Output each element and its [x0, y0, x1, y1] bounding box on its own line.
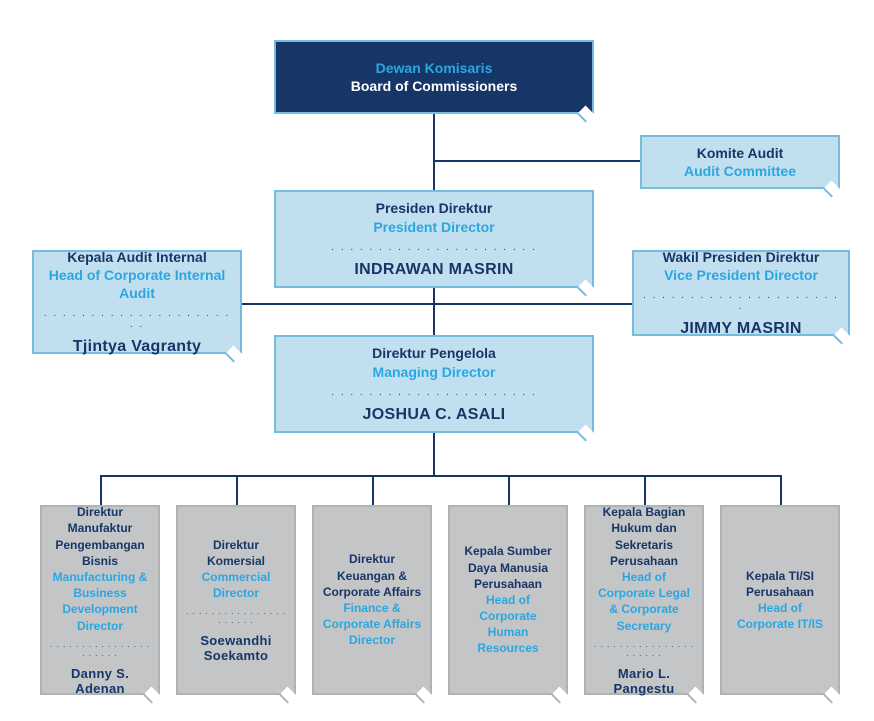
- title-id: Direktur Pengelola: [284, 344, 584, 362]
- title-en: Head of Corporate Internal Audit: [42, 266, 232, 302]
- conn: [433, 303, 632, 305]
- title-id: Kepala TI/SI Perusahaan: [730, 568, 830, 600]
- conn: [372, 475, 374, 505]
- node-bottom-item: Kepala Sumber Daya Manusia PerusahaanHea…: [448, 505, 568, 695]
- conn: [433, 288, 435, 335]
- dots: . . . . . . . . . . . . . . . . . . . . …: [284, 387, 584, 398]
- node-bottom-item: Direktur KomersialCommercial Director . .…: [176, 505, 296, 695]
- conn: [780, 475, 782, 505]
- notch: [415, 687, 432, 704]
- title-en: Vice President Director: [642, 266, 840, 284]
- title-en: Managing Director: [284, 363, 584, 381]
- name: JOSHUA C. ASALI: [284, 406, 584, 424]
- title-en: President Director: [284, 218, 584, 236]
- dots: . . . . . . . . . . . . . . . . . . . . …: [50, 640, 150, 658]
- conn: [100, 475, 780, 477]
- conn: [242, 303, 434, 305]
- conn: [508, 475, 510, 505]
- title-id: Direktur Manufaktur Pengembangan Bisnis: [50, 504, 150, 569]
- name: Mario L. Pangestu: [594, 666, 694, 696]
- notch: [577, 280, 594, 297]
- title-id: Dewan Komisaris: [284, 59, 584, 77]
- node-bottom-item: Direktur Manufaktur Pengembangan BisnisM…: [40, 505, 160, 695]
- notch: [577, 106, 594, 123]
- conn: [433, 114, 435, 190]
- dots: . . . . . . . . . . . . . . . . . . . . …: [642, 290, 840, 312]
- title-en: Head of Corporate Legal & Corporate Secr…: [594, 569, 694, 634]
- title-en: Board of Commissioners: [284, 77, 584, 95]
- notch: [279, 687, 296, 704]
- node-bottom-item: Direktur Keuangan & Corporate AffairsFin…: [312, 505, 432, 695]
- title-id: Presiden Direktur: [284, 199, 584, 217]
- name: JIMMY MASRIN: [642, 320, 840, 338]
- title-id: Kepala Sumber Daya Manusia Perusahaan: [458, 543, 558, 592]
- title-id: Direktur Keuangan & Corporate Affairs: [322, 551, 422, 600]
- node-bottom-item: Kepala TI/SI PerusahaanHead of Corporate…: [720, 505, 840, 695]
- title-id: Kepala Bagian Hukum dan Sekretaris Perus…: [594, 504, 694, 569]
- name: Soewandhi Soekamto: [186, 633, 286, 663]
- title-en: Commercial Director: [186, 569, 286, 601]
- name: INDRAWAN MASRIN: [284, 261, 584, 279]
- node-president-director: Presiden Direktur President Director . .…: [274, 190, 594, 288]
- title-id: Wakil Presiden Direktur: [642, 248, 840, 266]
- conn: [433, 160, 640, 162]
- name: Tjintya Vagranty: [42, 338, 232, 356]
- conn: [236, 475, 238, 505]
- node-vp-director: Wakil Presiden Direktur Vice President D…: [632, 250, 850, 336]
- title-en: Manufacturing & Business Development Dir…: [50, 569, 150, 634]
- title-id: Kepala Audit Internal: [42, 248, 232, 266]
- conn: [100, 475, 102, 505]
- name: Danny S. Adenan: [50, 666, 150, 696]
- node-internal-audit: Kepala Audit Internal Head of Corporate …: [32, 250, 242, 354]
- title-en: Head of Corporate Human Resources: [458, 592, 558, 657]
- dots: . . . . . . . . . . . . . . . . . . . . …: [42, 308, 232, 330]
- dots: . . . . . . . . . . . . . . . . . . . . …: [284, 242, 584, 253]
- dots: . . . . . . . . . . . . . . . . . . . . …: [594, 640, 694, 658]
- org-chart: Dewan Komisaris Board of Commissioners K…: [0, 0, 874, 721]
- node-managing-director: Direktur Pengelola Managing Director . .…: [274, 335, 594, 433]
- dots: . . . . . . . . . . . . . . . . . . . . …: [186, 607, 286, 625]
- conn: [433, 433, 435, 475]
- notch: [577, 425, 594, 442]
- title-en: Finance & Corporate Affairs Director: [322, 600, 422, 649]
- notch: [823, 181, 840, 198]
- conn: [644, 475, 646, 505]
- notch: [823, 687, 840, 704]
- title-id: Komite Audit: [650, 144, 830, 162]
- node-bottom-item: Kepala Bagian Hukum dan Sekretaris Perus…: [584, 505, 704, 695]
- title-en: Audit Committee: [650, 162, 830, 180]
- title-id: Direktur Komersial: [186, 537, 286, 569]
- node-audit-committee: Komite Audit Audit Committee: [640, 135, 840, 189]
- node-board: Dewan Komisaris Board of Commissioners: [274, 40, 594, 114]
- title-en: Head of Corporate IT/IS: [730, 600, 830, 632]
- notch: [551, 687, 568, 704]
